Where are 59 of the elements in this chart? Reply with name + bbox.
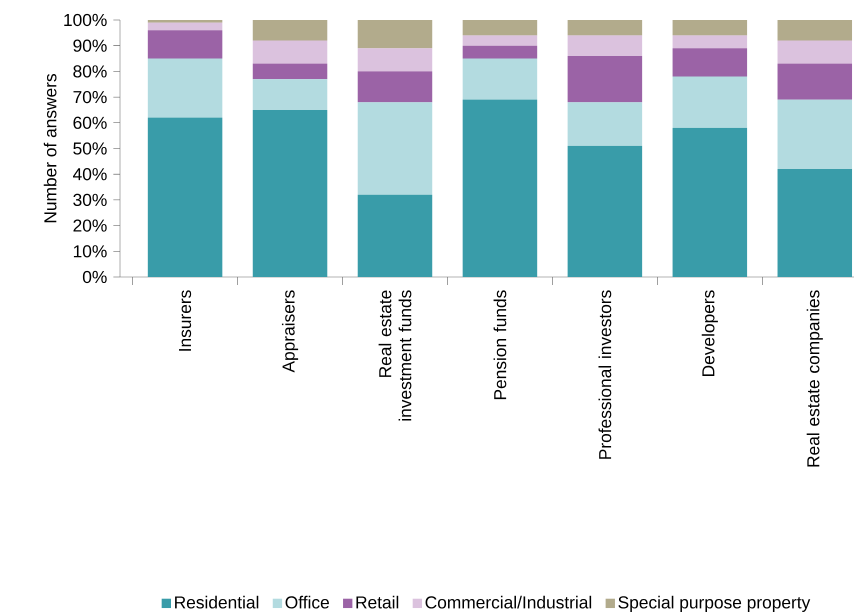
- bar: [462, 100, 538, 277]
- bar: [252, 64, 328, 80]
- bar: [778, 169, 852, 277]
- bar: [778, 40, 852, 64]
- bar: [148, 118, 222, 277]
- legend-label: Office: [286, 596, 329, 609]
- x-tick-label: Professional investors: [598, 290, 612, 459]
- legend-label: Special purpose property: [618, 596, 810, 612]
- y-tick-label: 100%: [64, 14, 107, 26]
- legend-label: Residential: [175, 596, 258, 609]
- bar: [672, 76, 748, 128]
- bar: [252, 40, 328, 64]
- y-tick-label: 70%: [74, 90, 107, 104]
- bar: [672, 35, 748, 48]
- bar: [148, 20, 222, 23]
- y-tick-label: 60%: [73, 116, 107, 129]
- bar: [568, 102, 642, 146]
- bar: [462, 20, 538, 36]
- bar: [358, 48, 432, 72]
- bar: [358, 194, 432, 277]
- y-axis-title: Number of answers: [44, 74, 56, 222]
- x-tick-label: Developers: [702, 290, 718, 376]
- bar: [148, 22, 222, 30]
- bar: [462, 35, 538, 46]
- y-tick-label: 30%: [73, 194, 107, 206]
- bar: [462, 58, 538, 100]
- bar: [778, 100, 852, 170]
- y-tick-label: 0%: [82, 270, 107, 284]
- bar: [252, 110, 328, 277]
- bar: [568, 35, 642, 56]
- bar: [672, 20, 748, 36]
- bar: [252, 79, 328, 110]
- bar: [462, 46, 538, 59]
- legend-label: Retail: [356, 596, 398, 609]
- bar: [252, 20, 328, 41]
- x-tick-label: Insurers: [179, 290, 192, 351]
- y-tick-label: 40%: [73, 168, 107, 180]
- bar: [778, 20, 852, 41]
- bar: [358, 102, 432, 195]
- bar: [148, 58, 222, 118]
- bar: [672, 48, 748, 77]
- bar: [568, 20, 642, 36]
- bar: [568, 56, 642, 102]
- bar: [358, 71, 432, 102]
- y-tick-label: 10%: [74, 245, 107, 258]
- bar: [672, 128, 748, 277]
- legend-label: Commercial/Industrial: [426, 596, 592, 609]
- x-tick-label: Appraisers: [282, 290, 298, 373]
- x-tick-label: Real estate companies: [806, 290, 823, 467]
- bar: [778, 64, 852, 100]
- y-tick-label: 80%: [73, 65, 107, 78]
- x-tick-label: Real estate investment funds: [378, 290, 412, 421]
- y-tick-label: 50%: [73, 142, 107, 155]
- y-tick-label: 90%: [73, 40, 107, 52]
- x-tick-label: Pension funds: [494, 290, 506, 400]
- bar: [358, 20, 432, 48]
- y-tick-label: 20%: [73, 219, 107, 232]
- bar: [148, 30, 222, 59]
- bar: [568, 146, 642, 277]
